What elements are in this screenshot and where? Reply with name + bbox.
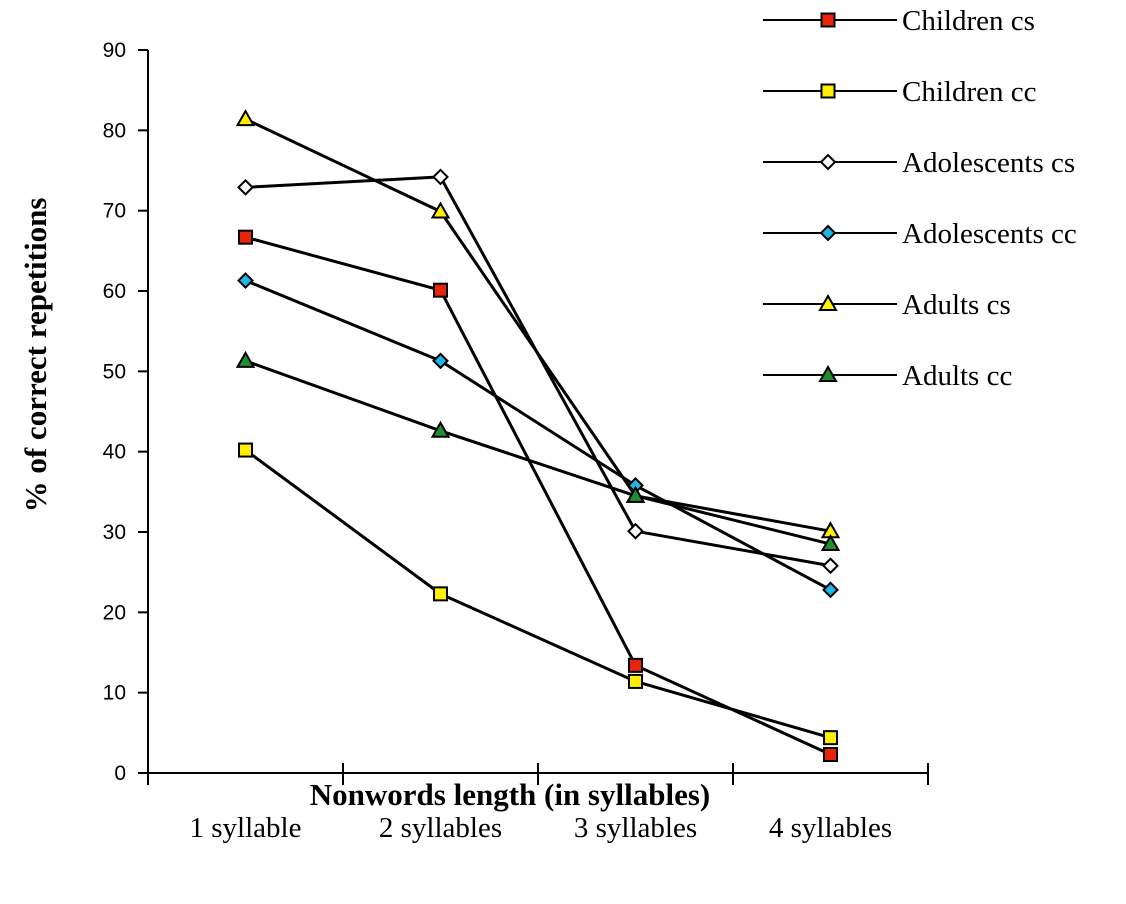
x-tick-label: 1 syllable: [190, 812, 302, 844]
data-point-adults-cc: [820, 534, 841, 552]
data-point-adults-cs: [235, 109, 256, 127]
data-point-adults-cc: [235, 350, 256, 368]
data-point-children-cs: [433, 282, 448, 298]
legend-marker-adults-cs: [818, 293, 838, 311]
data-point-adolescents-cc: [822, 581, 839, 599]
data-point-adolescents-cs: [237, 178, 254, 196]
y-tick-label: 20: [103, 601, 126, 624]
legend-marker-children-cs: [820, 12, 836, 28]
axes: 0 10 20 30 40 50 60 70 80 90 1 syllable 2 syllables…: [103, 39, 929, 844]
series-markers: [235, 109, 841, 763]
legend-marker-adolescents-cs: [819, 153, 837, 171]
data-point-adults-cs: [430, 201, 451, 219]
legend-marker-children-cc: [820, 83, 836, 99]
legend-label-adolescents-cs: Adolescents cs: [902, 147, 1075, 179]
y-tick-label: 40: [103, 441, 126, 464]
series-line-adults-cc: [244, 359, 831, 546]
legend-label-adults-cs: Adults cs: [902, 289, 1011, 321]
series-line-adults-cs: [244, 117, 831, 533]
series-line-adolescents-cs: [245, 175, 831, 568]
data-point-children-cc: [238, 442, 253, 458]
series-line-adolescents-cc: [244, 279, 832, 592]
series-lines: [244, 117, 832, 756]
data-point-children-cc: [433, 586, 448, 602]
y-tick-label: 10: [103, 682, 126, 705]
legend-label-adolescents-cc: Adolescents cc: [902, 218, 1077, 250]
data-point-adolescents-cc: [237, 272, 254, 289]
data-point-adults-cc: [625, 485, 646, 503]
y-tick-label: 30: [103, 521, 126, 544]
data-point-children-cs: [238, 229, 253, 245]
data-point-children-cs: [628, 657, 643, 673]
x-tick-label: 2 syllables: [379, 812, 502, 844]
y-axis-title: % of correct repetitions: [18, 198, 53, 513]
legend-marker-adolescents-cc: [819, 224, 837, 242]
data-point-children-cc: [823, 730, 838, 746]
y-tick-label: 50: [103, 360, 126, 383]
series-line-children-cs: [245, 235, 832, 756]
x-axis-title: Nonwords length (in syllables): [310, 777, 710, 812]
y-tick-label: 0: [114, 762, 126, 785]
legend-label-children-cc: Children cc: [902, 76, 1036, 108]
data-point-children-cs: [823, 747, 838, 763]
y-tick-label: 80: [103, 119, 126, 142]
data-point-adults-cc: [430, 420, 451, 438]
y-tick-label: 60: [103, 280, 126, 303]
data-point-children-cc: [628, 673, 643, 689]
y-tick-label: 90: [103, 39, 126, 62]
y-tick-label: 70: [103, 200, 126, 223]
data-point-adolescents-cc: [432, 352, 449, 370]
legend-label-children-cs: Children cs: [902, 5, 1035, 37]
legend-label-adults-cc: Adults cc: [902, 360, 1012, 392]
data-point-adolescents-cs: [822, 557, 839, 575]
series-line-children-cc: [244, 448, 831, 740]
x-tick-label: 4 syllables: [769, 812, 892, 844]
legend: Children cs Children cc Adolescents cs Adol…: [763, 5, 1077, 392]
legend-marker-adults-cc: [818, 364, 838, 382]
data-point-adolescents-cs: [432, 168, 449, 186]
x-tick-label: 3 syllables: [574, 812, 697, 844]
data-point-adolescents-cs: [627, 522, 644, 540]
